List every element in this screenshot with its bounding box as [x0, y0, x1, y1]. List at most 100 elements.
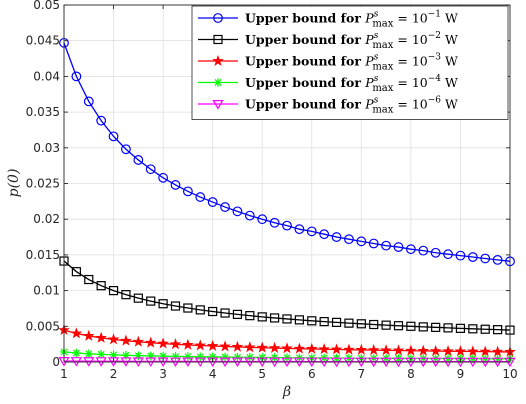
series-1-point-28: [406, 321, 416, 331]
series-1-point-20: [307, 316, 317, 326]
legend-label-4: Upper bound for Ps max = 10−6 W: [245, 96, 458, 116]
legend-item-2: Upper bound for Ps max = 10−3 W: [198, 53, 458, 73]
series-0-point-17: [269, 217, 280, 228]
series-0-point-33: [467, 252, 478, 262]
y-tick-label-0: 0: [52, 355, 60, 369]
legend-item-1: Upper bound for Ps max = 10−2 W: [198, 31, 458, 51]
series-0-point-27: [393, 242, 404, 252]
series-3-point-4: [109, 350, 118, 360]
series-0-point-25: [368, 238, 379, 249]
series-0-point-21: [319, 229, 330, 240]
x-tick-label-5: 6: [308, 367, 316, 381]
series-3-point-12: [208, 352, 217, 362]
series-1-point-33: [468, 324, 478, 334]
series-2-point-12: [206, 339, 219, 351]
x-tick-label-6: 7: [358, 367, 366, 381]
legend-box: [191, 5, 509, 120]
series-3-point-2: [84, 349, 94, 359]
series-2-point-34: [479, 345, 492, 357]
series-2-point-33: [467, 345, 479, 357]
series-2-point-18: [281, 342, 293, 354]
series-2-point-6: [132, 335, 145, 347]
series-0-point-20: [306, 226, 317, 237]
series-2-point-35: [491, 345, 504, 357]
series-1-point-21: [319, 316, 329, 327]
series-0-point-35: [492, 254, 503, 265]
x-axis-label: β: [282, 384, 291, 400]
series-2-point-26: [380, 344, 392, 356]
series-2-point-10: [182, 338, 194, 350]
series-3-point-8: [158, 351, 168, 361]
x-tick-label-0: 1: [60, 367, 68, 381]
series-0-point-12: [207, 197, 218, 207]
series-0-point-23: [344, 234, 354, 245]
series-1-point-24: [356, 319, 366, 329]
series-3-point-16: [257, 353, 267, 362]
series-1-point-11: [195, 305, 205, 315]
series-3-point-15: [245, 353, 255, 362]
series-3-point-7: [146, 351, 156, 361]
legend-marker-0: [213, 13, 223, 23]
x-tick-label-7: 8: [407, 367, 415, 381]
x-tick-label-4: 5: [258, 367, 266, 381]
series-3-point-6: [134, 351, 143, 360]
series-3-point-3: [96, 350, 106, 359]
series-0-point-24: [356, 236, 367, 247]
series-3-point-10: [183, 352, 193, 361]
series-0: [59, 37, 515, 267]
series-2-point-25: [367, 344, 380, 356]
series-1-point-4: [108, 286, 119, 296]
y-axis-label: p(0): [6, 169, 22, 198]
legend-label-1: Upper bound for Ps max = 10−2 W: [245, 31, 458, 51]
series-0-point-7: [145, 164, 156, 175]
series-2-point-17: [268, 341, 281, 354]
series-0-point-3: [96, 115, 107, 126]
series-line-0: [63, 42, 511, 262]
series-1-point-22: [331, 317, 342, 327]
series-2-point-8: [157, 337, 169, 349]
series-0-point-32: [455, 250, 466, 261]
series-1-point-30: [431, 322, 441, 332]
series-2-point-1: [70, 327, 83, 339]
series-1-point-19: [294, 315, 304, 325]
legend-marker-1: [213, 34, 223, 45]
series-2-point-19: [293, 342, 306, 354]
series-0-point-26: [381, 240, 392, 251]
series-2-point-24: [355, 343, 368, 355]
series-0-point-6: [133, 155, 144, 165]
series-3-point-1: [72, 348, 81, 358]
series-2-point-3: [95, 331, 107, 343]
series-1-point-6: [133, 293, 143, 303]
series-2-point-30: [429, 344, 442, 357]
series-1: [59, 256, 515, 335]
series-0-point-5: [121, 144, 131, 155]
series-0-point-10: [182, 186, 193, 197]
series-1-point-13: [220, 308, 230, 318]
series-0-point-28: [405, 244, 416, 255]
series-1-point-5: [121, 290, 131, 300]
series-2-point-11: [194, 339, 207, 351]
series-2-point-14: [231, 340, 244, 352]
series-0-point-19: [294, 224, 305, 235]
series-0-point-31: [443, 249, 453, 260]
series-3-point-13: [220, 352, 230, 362]
series-0-point-11: [195, 192, 206, 202]
legend-item-4: Upper bound for Ps max = 10−6 W: [198, 96, 458, 116]
y-tick-label-1: 0.005: [26, 319, 60, 333]
series-2-point-28: [405, 344, 417, 356]
x-tick-label-8: 9: [457, 367, 465, 381]
y-tick-label-8: 0.04: [33, 69, 60, 83]
y-tick-label-7: 0.035: [26, 105, 60, 119]
series-2-point-15: [244, 341, 256, 353]
series-1-point-25: [369, 319, 379, 330]
series-1-point-9: [170, 301, 181, 311]
series-0-point-16: [257, 214, 268, 225]
series-1-point-29: [418, 322, 428, 332]
y-tick-label-5: 0.025: [26, 177, 60, 191]
series-1-point-2: [84, 274, 94, 285]
series-0-point-18: [282, 220, 292, 231]
series-3-point-9: [171, 352, 180, 361]
series-2-point-31: [442, 345, 454, 357]
